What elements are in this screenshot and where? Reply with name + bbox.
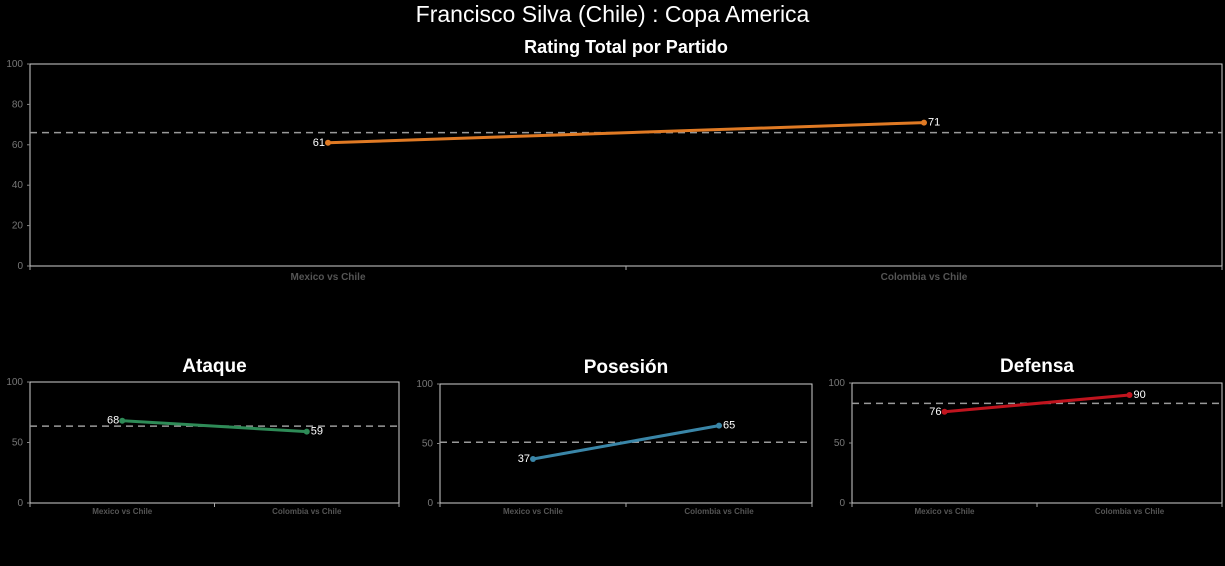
chart-4-frame — [851, 382, 1223, 504]
chart-1-ytick-label: 80 — [12, 99, 24, 110]
chart-1-xtick-label: Mexico vs Chile — [290, 272, 365, 283]
chart-2-frame — [29, 381, 400, 504]
chart-2-ytick-label: 50 — [12, 438, 24, 449]
chart-4-xtick-label: Mexico vs Chile — [914, 507, 975, 516]
chart-4-data-label: 76 — [929, 406, 941, 418]
chart-1-point — [325, 139, 331, 146]
chart-2-point — [303, 428, 310, 435]
chart-1-data-label: 61 — [313, 137, 325, 149]
chart-2-ytick-label: 100 — [6, 377, 23, 388]
chart-3-xtick-label: Colombia vs Chile — [684, 507, 754, 516]
chart-4-ytick-label: 0 — [839, 498, 845, 509]
chart-4-title: Defensa — [1000, 356, 1074, 377]
chart-1-frame — [29, 63, 1223, 267]
chart-4-data-label: 90 — [1134, 389, 1146, 401]
chart-1-ytick-label: 0 — [17, 261, 23, 272]
chart-4-xtick-label: Colombia vs Chile — [1095, 507, 1165, 516]
chart-4-ytick-label: 50 — [834, 438, 846, 449]
chart-1-point — [921, 119, 927, 126]
chart-1-ytick-label: 40 — [12, 180, 24, 191]
chart-1-series-line — [327, 121, 925, 145]
chart-3-data-label: 37 — [518, 453, 530, 465]
chart-1-ytick-label: 60 — [12, 140, 24, 151]
chart-1-ytick-label: 20 — [12, 221, 24, 232]
chart-4-point — [1126, 392, 1133, 398]
chart-4-point — [941, 408, 948, 415]
chart-3-ytick-label: 50 — [422, 439, 434, 450]
chart-1-xtick-label: Colombia vs Chile — [881, 272, 968, 283]
chart-2-data-label: 68 — [107, 415, 119, 427]
chart-3-xtick-label: Mexico vs Chile — [503, 507, 564, 516]
chart-2-xtick-label: Mexico vs Chile — [92, 507, 153, 516]
chart-1-ytick-label: 100 — [6, 59, 23, 70]
chart-1-title: Rating Total por Partido — [524, 37, 728, 57]
chart-2-data-label: 59 — [311, 426, 323, 438]
chart-3-data-label: 65 — [723, 420, 735, 432]
chart-4-ytick-label: 100 — [828, 378, 845, 389]
chart-3-series-line — [532, 424, 720, 461]
chart-3-title: Posesión — [584, 357, 668, 378]
chart-2-series-line — [122, 419, 307, 434]
chart-2-xtick-label: Colombia vs Chile — [272, 507, 342, 516]
chart-3-point — [716, 422, 722, 429]
page-title: Francisco Silva (Chile) : Copa America — [415, 1, 810, 27]
chart-2-point — [119, 417, 126, 424]
chart-4-series-line — [944, 393, 1130, 414]
chart-1-data-label: 71 — [928, 117, 940, 129]
chart-3-ytick-label: 0 — [427, 498, 433, 509]
chart-3-ytick-label: 100 — [416, 379, 433, 390]
chart-3-point — [530, 455, 536, 462]
chart-2-title: Ataque — [182, 356, 246, 377]
chart-2-ytick-label: 0 — [17, 498, 23, 509]
